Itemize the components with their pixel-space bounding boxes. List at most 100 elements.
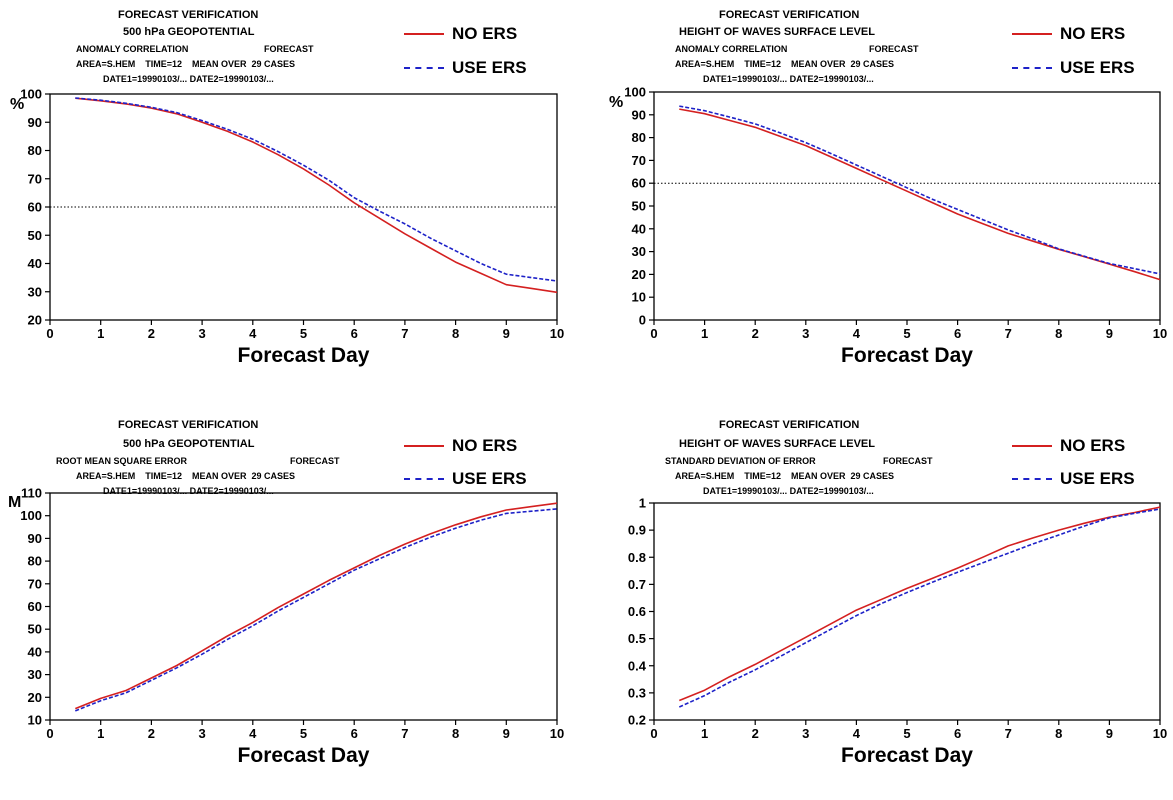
header-line5: DATE1=19990103/... DATE2=19990103/... [103, 74, 274, 84]
x-tick-label: 4 [249, 326, 257, 341]
header-line3a: ROOT MEAN SQUARE ERROR [56, 456, 188, 466]
x-tick-label: 10 [550, 726, 564, 741]
y-tick-label: 80 [632, 130, 646, 145]
x-tick-label: 6 [351, 726, 358, 741]
x-tick-label: 4 [853, 326, 861, 341]
x-tick-label: 8 [1055, 326, 1062, 341]
header-line2: 500 hPa GEOPOTENTIAL [123, 438, 255, 450]
y-tick-label: 70 [632, 153, 646, 168]
x-axis-label: Forecast Day [841, 344, 973, 367]
y-tick-label: 90 [632, 107, 646, 122]
y-unit-label: % [609, 94, 624, 111]
y-tick-label: 60 [28, 599, 42, 614]
x-tick-label: 2 [752, 326, 759, 341]
legend-use-ers: USE ERS [1012, 58, 1135, 78]
header-line3b: FORECAST [883, 456, 933, 466]
x-axis-label: Forecast Day [841, 744, 973, 767]
legend-no-ers-label: NO ERS [1060, 24, 1126, 43]
x-tick-label: 10 [1153, 726, 1167, 741]
header-line1: FORECAST VERIFICATION [118, 419, 259, 431]
x-tick-label: 8 [452, 326, 459, 341]
chart-plot-2: 0 10 20 30 40 50 60 70 80 90 100 0 1 2 3 4 5 6 7 8 9 10 Foreca… [624, 85, 1167, 368]
x-tick-label: 0 [650, 326, 657, 341]
legend-use-ers: USE ERS [404, 58, 527, 78]
y-tick-label: 100 [20, 508, 42, 523]
x-tick-label: 3 [802, 326, 809, 341]
y-tick-label: 60 [28, 200, 42, 215]
y-tick-label: 70 [28, 576, 42, 591]
legend-no-ers-swatch [1012, 445, 1052, 447]
x-tick-label: 9 [1106, 326, 1113, 341]
x-tick-label: 8 [1055, 726, 1062, 741]
series-use-ers-line [679, 105, 1161, 275]
y-tick-label: 50 [632, 199, 646, 214]
x-tick-label: 5 [903, 326, 910, 341]
header-line3a: ANOMALY CORRELATION [675, 44, 788, 54]
y-tick-label: 10 [28, 713, 42, 728]
y-tick-label: 100 [20, 87, 42, 102]
y-tick-label: 0.4 [628, 658, 647, 673]
legend-no-ers-label: NO ERS [1060, 436, 1126, 455]
x-tick-label: 1 [701, 326, 708, 341]
x-tick-label: 9 [1106, 726, 1113, 741]
x-tick-label: 2 [752, 726, 759, 741]
x-tick-label: 6 [954, 726, 961, 741]
legend-no-ers-swatch [1012, 33, 1052, 35]
series-use-ers-line [678, 508, 1161, 708]
header-line3b: FORECAST [264, 44, 314, 54]
plot-frame [653, 502, 1161, 721]
x-tick-label: 5 [903, 726, 910, 741]
x-tick-label: 5 [300, 726, 307, 741]
x-tick-label: 1 [97, 726, 104, 741]
plot-frame [49, 492, 558, 721]
y-unit-label: M [8, 494, 22, 511]
y-tick-label: 20 [632, 267, 646, 282]
y-tick-label: 0 [639, 313, 646, 328]
header-line5: DATE1=19990103/... DATE2=19990103/... [703, 486, 874, 496]
x-tick-label: 9 [503, 326, 510, 341]
y-unit-label: % [10, 96, 25, 113]
x-tick-label: 8 [452, 726, 459, 741]
legend-no-ers: NO ERS [404, 24, 517, 44]
header-line4: AREA=S.HEM TIME=12 MEAN OVER 29 CASES [675, 59, 895, 69]
y-tick-label: 1 [639, 496, 646, 511]
legend-no-ers: NO ERS [1012, 24, 1125, 44]
x-tick-label: 3 [802, 726, 809, 741]
x-tick-label: 7 [1005, 726, 1012, 741]
header-line1: FORECAST VERIFICATION [719, 419, 860, 431]
y-tick-label: 90 [28, 531, 42, 546]
header-line4: AREA=S.HEM TIME=12 MEAN OVER 29 CASES [675, 471, 895, 481]
header-line1: FORECAST VERIFICATION [719, 9, 860, 21]
legend-use-ers-swatch [1012, 478, 1052, 480]
x-tick-label: 10 [1153, 326, 1167, 341]
header-line1: FORECAST VERIFICATION [118, 9, 259, 21]
x-axis-label: Forecast Day [238, 344, 370, 367]
y-tick-label: 10 [632, 290, 646, 305]
chart-plot-4: 0.20.30.40.50.60.70.80.910 1 2 3 4 5 6 7 8 9 10For… [628, 496, 1167, 768]
chart-plot-1: 20 30 40 50 60 70 80 90 100 0 1 2 3 4 5 6 7 8 9 10 Forecast … [20, 87, 564, 368]
header-line5: DATE1=19990103/... DATE2=19990103/... [703, 74, 874, 84]
x-tick-label: 0 [46, 726, 53, 741]
x-tick-label: 6 [954, 326, 961, 341]
x-tick-label: 7 [401, 326, 408, 341]
header-line3a: STANDARD DEVIATION OF ERROR [665, 456, 816, 466]
y-tick-label: 40 [632, 221, 646, 236]
x-tick-label: 2 [148, 726, 155, 741]
y-tick-label: 0.3 [628, 685, 646, 700]
legend-no-ers: NO ERS [1012, 436, 1125, 456]
x-tick-label: 9 [503, 726, 510, 741]
y-tick-label: 60 [632, 176, 646, 191]
chart-panel-4: FORECAST VERIFICATION HEIGHT OF WAVES SU… [587, 400, 1173, 800]
x-tick-label: 0 [46, 326, 53, 341]
x-tick-label: 4 [249, 726, 257, 741]
x-tick-label: 10 [550, 326, 564, 341]
header-line3a: ANOMALY CORRELATION [76, 44, 189, 54]
y-tick-label: 100 [624, 85, 646, 100]
series-use-ers-line [75, 508, 558, 712]
chart-panel-3: FORECAST VERIFICATION 500 hPa GEOPOTENTI… [0, 400, 586, 800]
legend-use-ers-label: USE ERS [1060, 469, 1135, 488]
y-tick-label: 70 [28, 171, 42, 186]
legend-no-ers: NO ERS [404, 436, 517, 456]
y-tick-label: 110 [21, 486, 42, 501]
x-tick-label: 1 [701, 726, 708, 741]
